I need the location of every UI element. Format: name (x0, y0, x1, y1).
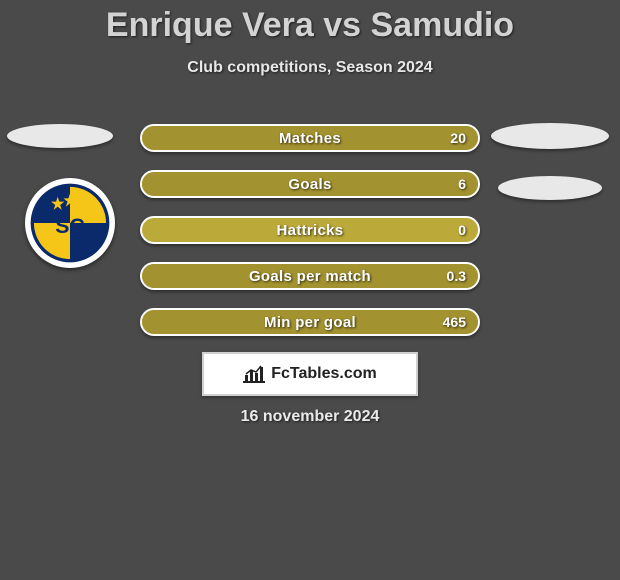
stat-bar: Goals per match0.3 (140, 262, 480, 290)
stat-bar-label: Min per goal (142, 310, 478, 334)
date-label: 16 november 2024 (0, 408, 620, 426)
club-logo: SC (25, 178, 115, 268)
stat-bar: Min per goal465 (140, 308, 480, 336)
stats-chart: Matches20 Goals6 Hattricks0 Goals per match… (140, 124, 480, 354)
stat-bar-label: Goals (142, 172, 478, 196)
stat-bar-value: 465 (443, 310, 466, 334)
stat-bar-value: 6 (458, 172, 466, 196)
oval-placeholder (498, 176, 602, 200)
stat-bar-label: Hattricks (142, 218, 478, 242)
oval-placeholder (491, 123, 609, 149)
stat-bar: Matches20 (140, 124, 480, 152)
stat-bar-value: 0 (458, 218, 466, 242)
chart-icon (243, 365, 265, 383)
stat-bar-value: 20 (450, 126, 466, 150)
svg-text:SC: SC (55, 214, 85, 238)
stat-bar-value: 0.3 (447, 264, 466, 288)
stat-bar: Hattricks0 (140, 216, 480, 244)
stat-bar-label: Goals per match (142, 264, 478, 288)
branding-box: FcTables.com (202, 352, 418, 396)
page-title: Enrique Vera vs Samudio (0, 0, 620, 45)
branding-text: FcTables.com (271, 365, 377, 383)
subtitle: Club competitions, Season 2024 (0, 59, 620, 77)
stat-bar-label: Matches (142, 126, 478, 150)
oval-placeholder (7, 124, 113, 148)
stat-bar: Goals6 (140, 170, 480, 198)
